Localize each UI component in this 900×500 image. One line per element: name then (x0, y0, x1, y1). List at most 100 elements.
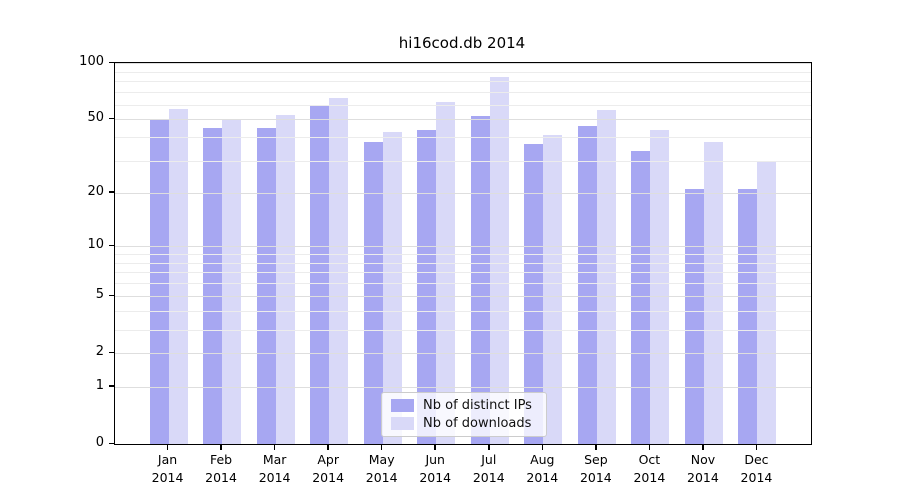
y-tick-label: 20 (87, 183, 104, 199)
legend-item-downloads: Nb of downloads (391, 416, 537, 431)
year-label: 2014 (258, 470, 291, 485)
y-tick-mark (109, 351, 114, 354)
month-label: Sep (584, 452, 608, 467)
x-tick-label-nov: Nov 2014 (673, 451, 733, 487)
bar-nb-of-downloads-feb (222, 119, 242, 444)
x-tick-mark (273, 444, 276, 450)
year-label: 2014 (579, 470, 612, 485)
legend-label-downloads: Nb of downloads (423, 416, 532, 431)
x-tick-mark (755, 444, 758, 450)
major-gridline (115, 296, 811, 298)
chart-title: hi16cod.db 2014 (398, 34, 526, 52)
major-gridline (115, 63, 811, 64)
x-tick-label-mar: Mar 2014 (245, 451, 305, 487)
legend-item-distinct-ips: Nb of distinct IPs (391, 398, 537, 413)
y-tick-mark (109, 442, 114, 444)
major-gridline (115, 246, 811, 248)
bar-nb-of-distinct-ips-jul (470, 116, 490, 444)
bar-nb-of-downloads-mar (275, 114, 295, 444)
x-tick-mark (648, 444, 651, 450)
y-tick-label: 50 (87, 110, 104, 126)
minor-gridline (115, 104, 811, 106)
month-label: Aug (530, 452, 555, 467)
year-label: 2014 (633, 470, 666, 485)
bar-nb-of-downloads-dec (757, 160, 777, 444)
y-tick-label: 1 (95, 377, 104, 393)
y-tick-label: 2 (95, 344, 104, 360)
bar-nb-of-downloads-oct (650, 129, 670, 444)
x-tick-mark (220, 444, 222, 450)
major-gridline (115, 353, 811, 355)
x-tick-mark (327, 444, 329, 450)
bar-nb-of-distinct-ips-oct (631, 150, 651, 444)
y-tick-mark (109, 191, 114, 193)
x-tick-label-aug: Aug 2014 (512, 451, 572, 487)
minor-gridline (115, 92, 811, 94)
minor-gridline (115, 283, 811, 285)
x-tick-label-may: May 2014 (352, 451, 412, 487)
x-tick-mark (595, 444, 597, 450)
minor-gridline (115, 137, 811, 139)
major-gridline (115, 119, 811, 121)
legend-swatch-distinct-ips-icon (391, 399, 414, 412)
x-tick-label-jun: Jun 2014 (405, 451, 465, 487)
minor-gridline (115, 71, 811, 73)
bar-nb-of-downloads-sep (596, 110, 616, 444)
bar-nb-of-distinct-ips-mar (256, 127, 276, 444)
y-tick-label: 0 (95, 435, 104, 450)
year-label: 2014 (526, 470, 559, 485)
y-tick-label: 5 (95, 287, 104, 303)
x-tick-mark (380, 444, 383, 450)
y-tick-label: 100 (79, 54, 104, 69)
month-label: Feb (209, 452, 233, 467)
minor-gridline (115, 81, 811, 83)
x-tick-label-oct: Oct 2014 (619, 451, 679, 487)
month-label: Mar (262, 452, 287, 467)
bar-nb-of-downloads-may (382, 131, 402, 444)
minor-gridline (115, 253, 811, 255)
y-tick-mark (109, 294, 114, 297)
month-label: Nov (690, 452, 716, 467)
legend-label-distinct-ips: Nb of distinct IPs (423, 398, 532, 413)
year-label: 2014 (205, 470, 237, 485)
y-tick-mark (109, 244, 114, 247)
minor-gridline (115, 272, 811, 274)
year-label: 2014 (365, 470, 398, 485)
minor-gridline (115, 262, 811, 264)
month-label: Apr (317, 452, 339, 467)
month-label: Oct (638, 452, 661, 467)
minor-gridline (115, 329, 811, 331)
bar-nb-of-distinct-ips-apr (310, 106, 330, 444)
x-tick-label-feb: Feb 2014 (191, 451, 251, 487)
x-tick-label-dec: Dec 2014 (726, 451, 786, 487)
legend: Nb of distinct IPs Nb of downloads (381, 392, 547, 437)
year-label: 2014 (419, 470, 452, 485)
plot-area (114, 62, 812, 445)
bar-nb-of-downloads-jul (489, 77, 509, 444)
bar-nb-of-downloads-aug (543, 135, 563, 444)
x-tick-label-sep: Sep 2014 (566, 451, 626, 487)
major-gridline (115, 192, 811, 194)
bar-nb-of-distinct-ips-nov (684, 188, 704, 444)
bar-nb-of-downloads-nov (703, 141, 723, 444)
month-label: Dec (744, 452, 769, 467)
legend-swatch-downloads-icon (391, 417, 414, 430)
bar-nb-of-distinct-ips-aug (524, 143, 544, 444)
x-tick-mark (541, 444, 544, 450)
minor-gridline (115, 160, 811, 162)
x-tick-label-apr: Apr 2014 (298, 451, 358, 487)
major-gridline (115, 386, 811, 388)
y-tick-mark (109, 385, 114, 387)
bar-nb-of-distinct-ips-dec (738, 188, 758, 444)
bar-nb-of-distinct-ips-feb (203, 127, 223, 444)
y-tick-mark (109, 117, 114, 120)
bar-nb-of-downloads-jan (168, 108, 188, 444)
bar-nb-of-distinct-ips-sep (577, 126, 597, 444)
x-tick-mark (166, 444, 169, 450)
year-label: 2014 (687, 470, 719, 485)
bar-nb-of-downloads-apr (329, 98, 349, 444)
year-label: 2014 (472, 470, 505, 485)
y-tick-mark (109, 61, 114, 63)
month-label: May (368, 452, 395, 467)
